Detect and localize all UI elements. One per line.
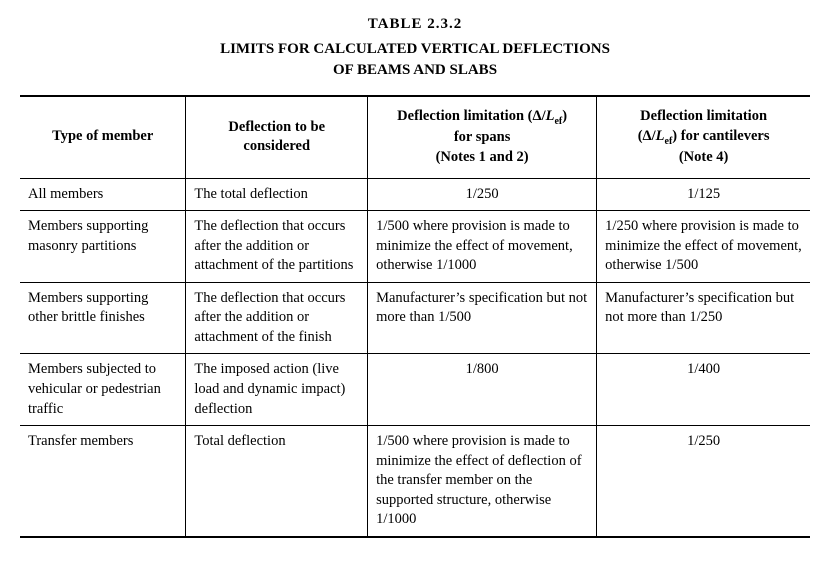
cell-spans: 1/250: [368, 178, 597, 211]
table-title: LIMITS FOR CALCULATED VERTICAL DEFLECTIO…: [20, 39, 810, 81]
cell-member: Members supporting other brittle finishe…: [20, 282, 186, 354]
table-row: Members subjected to vehicular or pedest…: [20, 354, 810, 426]
table-row: Members supporting other brittle finishe…: [20, 282, 810, 354]
cell-consider: Total deflection: [186, 426, 368, 537]
cell-cantilevers: Manufacturer’s specification but not mor…: [597, 282, 810, 354]
cell-spans: 1/500 where provision is made to minimiz…: [368, 426, 597, 537]
cell-member: All members: [20, 178, 186, 211]
header-spans: Deflection limitation (Δ/Lef) for spans …: [368, 96, 597, 178]
table-number: TABLE 2.3.2: [20, 16, 810, 33]
cell-member: Members subjected to vehicular or pedest…: [20, 354, 186, 426]
header-row: Type of member Deflection to be consider…: [20, 96, 810, 178]
title-line-2: OF BEAMS AND SLABS: [333, 62, 497, 78]
cell-cantilevers: 1/400: [597, 354, 810, 426]
cell-cantilevers: 1/250: [597, 426, 810, 537]
cell-consider: The total deflection: [186, 178, 368, 211]
table-row: All membersThe total deflection1/2501/12…: [20, 178, 810, 211]
cell-spans: 1/500 where provision is made to minimiz…: [368, 211, 597, 283]
table-row: Members supporting masonry partitionsThe…: [20, 211, 810, 283]
table-row: Transfer membersTotal deflection1/500 wh…: [20, 426, 810, 537]
cell-cantilevers: 1/125: [597, 178, 810, 211]
cell-member: Members supporting masonry partitions: [20, 211, 186, 283]
cell-consider: The deflection that occurs after the add…: [186, 282, 368, 354]
header-type-of-member: Type of member: [20, 96, 186, 178]
header-cantilevers: Deflection limitation (Δ/Lef) for cantil…: [597, 96, 810, 178]
cell-consider: The deflection that occurs after the add…: [186, 211, 368, 283]
cell-cantilevers: 1/250 where provision is made to minimiz…: [597, 211, 810, 283]
cell-spans: Manufacturer’s specification but not mor…: [368, 282, 597, 354]
table-body: All membersThe total deflection1/2501/12…: [20, 178, 810, 537]
header-deflection-considered: Deflection to be considered: [186, 96, 368, 178]
deflection-limits-table: Type of member Deflection to be consider…: [20, 95, 810, 538]
title-line-1: LIMITS FOR CALCULATED VERTICAL DEFLECTIO…: [220, 41, 610, 57]
cell-consider: The imposed action (live load and dynami…: [186, 354, 368, 426]
cell-member: Transfer members: [20, 426, 186, 537]
cell-spans: 1/800: [368, 354, 597, 426]
